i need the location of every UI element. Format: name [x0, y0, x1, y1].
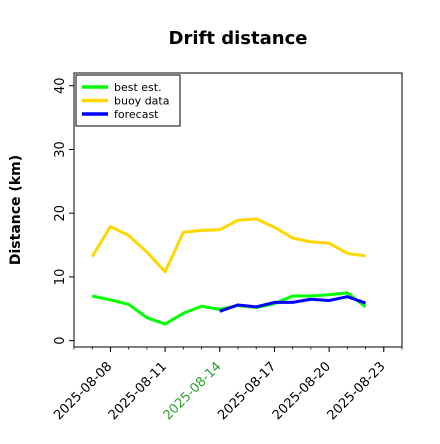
x-tick-label-5: 2025-08-23 [325, 359, 389, 423]
y-tick-label-3: 30 [53, 141, 68, 158]
plot-content [90, 217, 367, 326]
y-tick-label-2: 20 [53, 205, 68, 222]
y-tick-label-0: 0 [53, 336, 68, 344]
chart-title: Drift distance [169, 28, 308, 49]
legend-label-1: buoy data [114, 95, 169, 108]
series-line-1 [90, 217, 366, 274]
series-line-2 [219, 295, 367, 313]
legend-label-0: best est. [114, 81, 162, 94]
y-tick-label-4: 40 [53, 77, 68, 94]
axes-layer: 0102030402025-08-082025-08-112025-08-142… [51, 77, 403, 423]
legend-label-2: forecast [114, 108, 159, 121]
y-axis-label: Distance (km) [8, 155, 24, 265]
y-tick-label-1: 10 [53, 269, 68, 286]
